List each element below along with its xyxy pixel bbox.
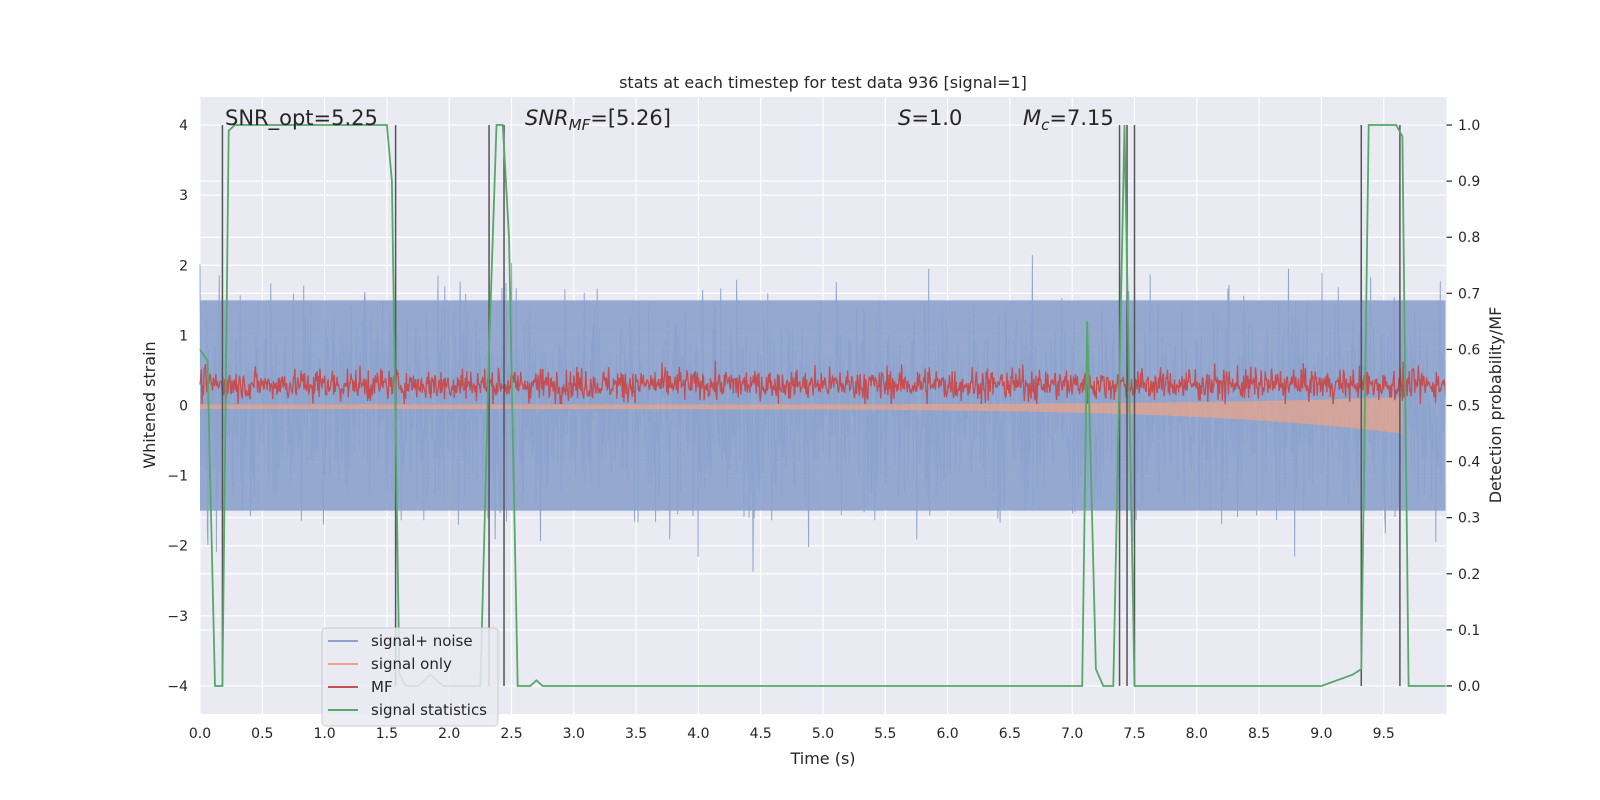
- annotation-snr-opt: SNR_opt=5.25: [225, 106, 378, 131]
- x-tick-label: 1.0: [313, 726, 335, 742]
- snr-mf-value: =[5.26]: [590, 106, 671, 130]
- y-tick-label: 1: [179, 328, 188, 344]
- snr-mf-label: SNR: [525, 106, 569, 130]
- x-tick-label: 0.5: [251, 726, 273, 742]
- y2-tick-label: 0.2: [1458, 567, 1480, 583]
- x-tick-label: 8.5: [1248, 726, 1270, 742]
- x-tick-label: 1.5: [376, 726, 398, 742]
- x-tick-label: 0.0: [189, 726, 211, 742]
- legend-box: [321, 627, 499, 727]
- legend-label-signal-noise: signal+ noise: [371, 632, 473, 650]
- annotation-s: S=1.0: [898, 106, 962, 130]
- y-tick-label: −4: [167, 679, 188, 695]
- s-label: S: [898, 106, 911, 130]
- y2-tick-label: 1.0: [1458, 118, 1480, 134]
- x-tick-label: 9.5: [1373, 726, 1395, 742]
- x-tick-label: 4.0: [687, 726, 709, 742]
- y2-tick-label: 0.8: [1458, 230, 1480, 246]
- y2-tick-label: 0.3: [1458, 511, 1480, 527]
- y-axis-ticks: −4 −3 −2 −1 0 1 2 3 4: [167, 118, 188, 695]
- s-value: =1.0: [911, 106, 962, 130]
- y2-tick-label: 0.1: [1458, 623, 1480, 639]
- x-tick-label: 9.0: [1310, 726, 1332, 742]
- mf-series: [199, 360, 1447, 405]
- y-tick-label: 2: [179, 258, 188, 274]
- legend-label-mf: MF: [371, 678, 393, 696]
- signal-statistics-series: [199, 124, 1446, 687]
- y2-tick-label: 0.4: [1458, 455, 1480, 471]
- chart-title: stats at each timestep for test data 936…: [619, 73, 1027, 92]
- y2-tick-label: 0.5: [1458, 399, 1480, 415]
- y-tick-label: −3: [167, 609, 188, 625]
- mf-line: [199, 360, 1447, 405]
- x-tick-label: 4.5: [750, 726, 772, 742]
- x-tick-label: 2.0: [438, 726, 460, 742]
- annotation-snr-mf: SNRMF=[5.26]: [525, 106, 671, 134]
- x-tick-label: 5.0: [812, 726, 834, 742]
- signal-only-envelope: [200, 397, 1403, 434]
- signal-statistics-line: [199, 124, 1446, 687]
- annotation-mc: Mc=7.15: [1023, 106, 1114, 134]
- y-tick-label: 0: [179, 399, 188, 415]
- x-tick-label: 3.0: [563, 726, 585, 742]
- legend: signal+ noise signal only MF signal stat…: [321, 627, 499, 727]
- signal-only-series: [200, 397, 1403, 434]
- legend-label-signal-only: signal only: [371, 655, 452, 673]
- y-tick-label: 4: [179, 118, 188, 134]
- x-tick-label: 2.5: [500, 726, 522, 742]
- x-tick-label: 3.5: [625, 726, 647, 742]
- y2-axis-title: Detection probability/MF: [1486, 307, 1505, 504]
- x-axis-title: Time (s): [789, 749, 855, 768]
- mc-subscript: c: [1041, 116, 1050, 134]
- y2-tick-label: 0.9: [1458, 174, 1480, 190]
- x-tick-label: 7.0: [1061, 726, 1083, 742]
- y2-tick-label: 0.0: [1458, 679, 1480, 695]
- y2-axis-ticks: 0.0 0.1 0.2 0.3 0.4 0.5 0.6 0.7 0.8 0.9 1.0: [1445, 97, 1480, 714]
- y-axis-title: Whitened strain: [140, 341, 159, 468]
- mc-value: =7.15: [1049, 106, 1113, 130]
- x-tick-label: 8.0: [1186, 726, 1208, 742]
- y-tick-label: −1: [167, 469, 188, 485]
- y-tick-label: −2: [167, 539, 188, 555]
- mc-label: M: [1023, 106, 1041, 130]
- y2-tick-label: 0.6: [1458, 342, 1480, 358]
- snr-mf-subscript: MF: [569, 116, 591, 134]
- x-tick-label: 5.5: [874, 726, 896, 742]
- y2-tick-label: 0.7: [1458, 286, 1480, 302]
- x-tick-label: 7.5: [1123, 726, 1145, 742]
- x-tick-label: 6.0: [936, 726, 958, 742]
- x-axis-ticks: 0.0 0.5 1.0 1.5 2.0 2.5 3.0 3.5 4.0 4.5 5.0 5.5 6.0 6…: [189, 726, 1395, 742]
- legend-label-signal-statistics: signal statistics: [371, 701, 487, 719]
- y-tick-label: 3: [179, 188, 188, 204]
- x-tick-label: 6.5: [999, 726, 1021, 742]
